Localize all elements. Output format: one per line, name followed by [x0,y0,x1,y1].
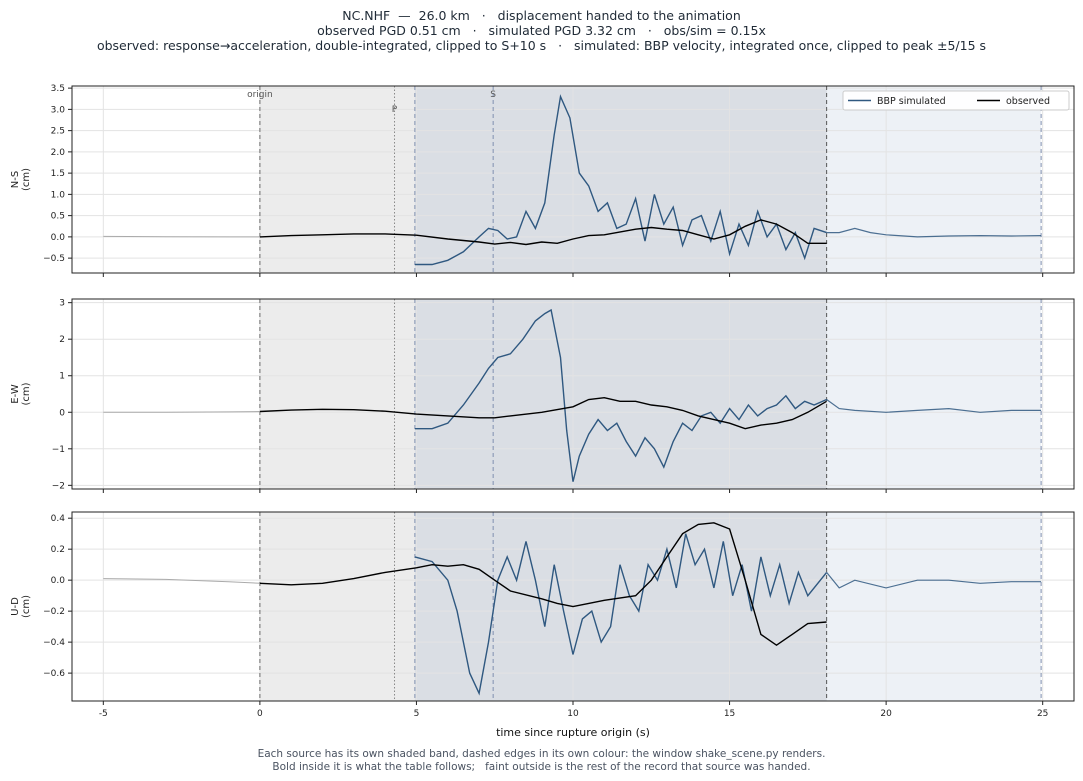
x-tick-label: 25 [1037,709,1048,719]
x-tick-label: 0 [257,709,263,719]
y-axis-label-line: (cm) [21,595,32,618]
chart-title-block: NC.NHF — 26.0 km · displacement handed t… [0,8,1083,53]
y-axis-label-line: (cm) [21,382,32,405]
chart-title-line-2: observed PGD 0.51 cm · simulated PGD 3.3… [317,23,766,38]
y-tick-label: 0.0 [51,233,66,243]
y-tick-label: 3.0 [51,105,66,115]
simulated-tail-line [826,572,1042,589]
simulated-series-line [414,94,827,266]
y-tick-label: −0.2 [43,607,65,617]
y-tick-label: 0.4 [51,514,66,524]
y-axis-label-line: (cm) [21,168,32,191]
chart-title-line-3: observed: response→acceleration, double-… [96,38,987,53]
y-tick-label: 0.5 [51,212,65,222]
y-tick-label: 2.5 [51,127,65,137]
chart-title-line-1: NC.NHF — 26.0 km · displacement handed t… [342,8,741,23]
x-tick-label: 15 [724,709,735,719]
legend-entry-simulated: BBP simulated [877,96,946,107]
observed-series-line [259,522,827,647]
simulated-series-line [414,533,828,696]
y-tick-label: 2 [59,335,65,345]
legend: BBP simulated observed [842,90,1070,111]
observed-faint-line [103,411,260,413]
y-tick-label: 3 [59,299,65,309]
y-tick-label: 1.0 [51,190,66,200]
simulated-tail-line [826,227,1042,238]
footnote-line-2: Bold inside it is what the table follows… [272,760,811,773]
y-tick-label: 3.5 [51,84,65,94]
y-axis-label: U-D(cm) [10,595,32,618]
y-tick-label: −0.5 [43,254,65,264]
x-tick-label: 20 [880,709,892,719]
observed-faint-line [103,578,260,584]
y-axis-label: E-W(cm) [10,382,32,405]
y-axis-label-line: N-S [10,171,21,188]
chart-footnote: Each source has its own shaded band, das… [0,748,1083,773]
y-tick-label: 1.5 [51,169,65,179]
phase-marker-label-s: S [490,90,496,100]
simulated-window-band [414,512,1042,701]
simulated-window-band [414,299,1042,489]
y-tick-label: −0.4 [43,638,65,648]
panel-2: −0.6 −0.4 −0.2 0.0 0.2 0.4 -5 0 5 10 15 20 25 U-D(cm) [10,511,1075,719]
y-tick-label: 0.0 [51,576,66,586]
x-tick-label: 10 [567,709,579,719]
y-tick-label: 1 [59,372,65,382]
x-tick-label: 5 [414,709,420,719]
simulated-window-band [414,86,1042,273]
overlap-window-band [414,86,827,273]
y-tick-label: −0.6 [43,669,65,679]
y-tick-label: −1 [52,445,65,455]
y-tick-label: 0.2 [51,545,65,555]
y-tick-label: −2 [52,481,65,491]
x-tick-label: -5 [99,709,108,719]
y-tick-label: 0 [59,408,65,418]
footnote-line-1: Each source has its own shaded band, das… [257,748,826,760]
observed-series-line [259,219,827,246]
simulated-series-line [414,308,827,482]
phase-marker-label-origin: origin [247,90,273,100]
panel-0: origin P S −0.5 0.0 0.5 1.0 1.5 2.0 2.5 3.0 3.5 N-S(… [10,84,1075,277]
x-axis-label: time since rupture origin (s) [496,726,650,739]
overlap-window-band [414,299,827,489]
observed-faint-line [103,235,260,238]
y-tick-label: 2.0 [51,148,66,158]
y-axis-label-line: U-D [10,597,21,616]
legend-box [842,90,1070,111]
y-axis-label: N-S(cm) [10,168,32,191]
y-axis-label-line: E-W [10,384,21,404]
observed-series-line [259,396,827,430]
phase-marker-label-p: P [392,105,398,115]
panel-1: −2 −1 0 1 2 3 E-W(cm) [10,298,1075,493]
legend-entry-observed: observed [1006,96,1050,107]
simulated-tail-line [826,399,1042,413]
